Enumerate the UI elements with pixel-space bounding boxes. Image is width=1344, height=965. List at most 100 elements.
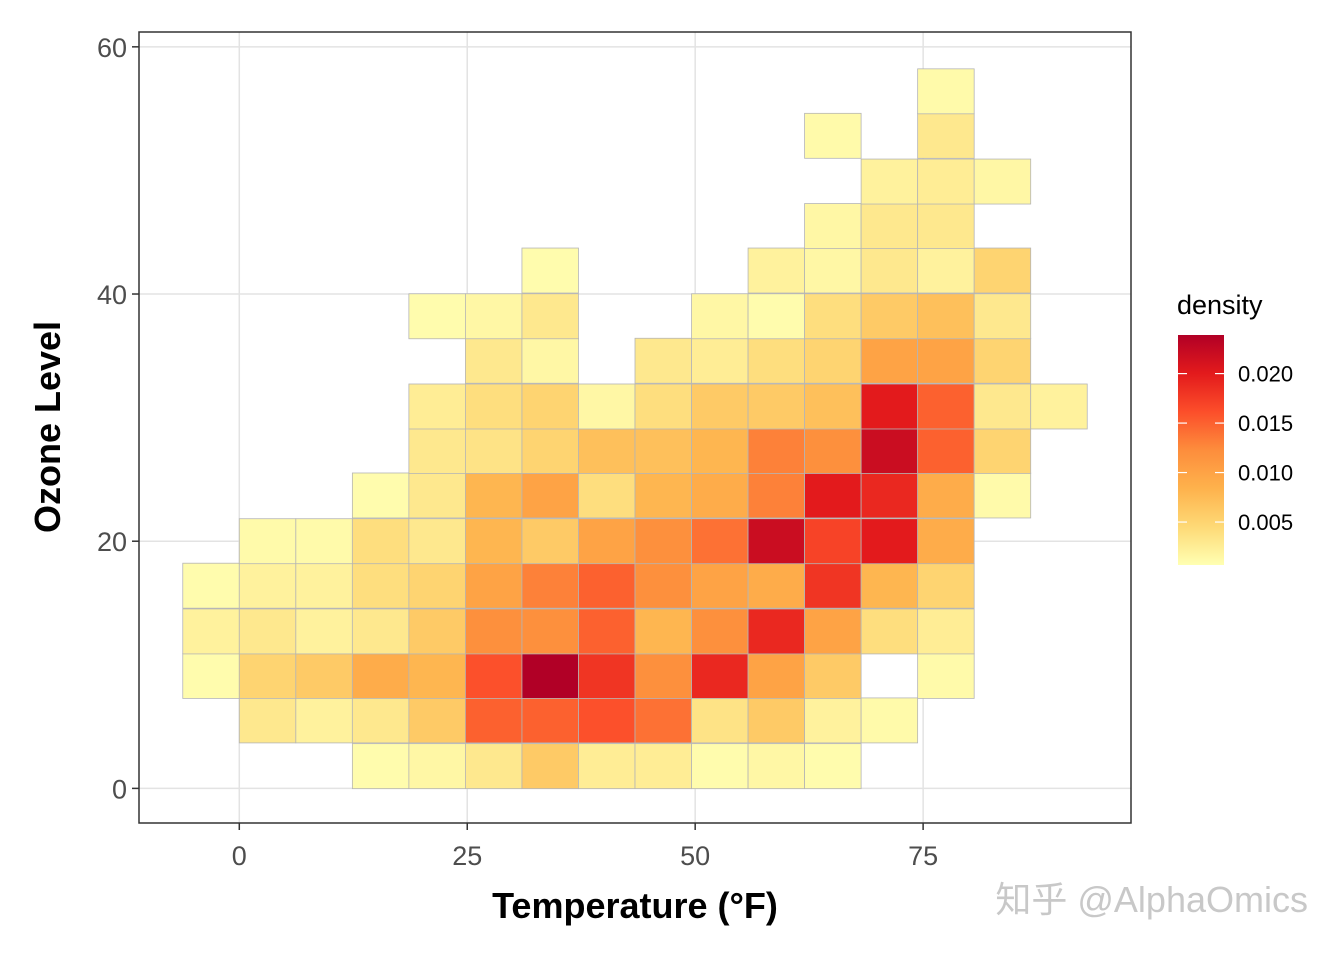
heatmap-cell (747, 697, 805, 744)
heatmap-cell (408, 562, 466, 609)
heatmap-cell (521, 562, 579, 609)
heatmap-cell (917, 203, 975, 249)
heatmap-cell (860, 383, 919, 430)
heatmap-cell (634, 697, 692, 744)
heatmap-cell (351, 562, 410, 609)
heatmap-cell (238, 697, 297, 744)
legend: density 0.005 0.010 0.015 0.020 (1177, 290, 1293, 565)
heatmap-cell (408, 653, 466, 699)
heatmap-cell (860, 293, 919, 340)
y-axis-title: Ozone Level (27, 321, 68, 533)
heatmap-cell (917, 383, 975, 430)
heatmap-cell (973, 293, 1032, 340)
legend-tick-label: 0.010 (1238, 461, 1293, 486)
y-tick-label: 0 (112, 774, 127, 804)
x-tick-label: 0 (232, 841, 247, 871)
heatmap-cell (408, 743, 466, 790)
heatmap-cell (634, 562, 692, 609)
heatmap-cell (634, 383, 692, 430)
heatmap-cell (578, 518, 636, 565)
heatmap-cell (182, 608, 240, 655)
heatmap-cell (747, 383, 805, 430)
heatmap-cell (804, 562, 862, 609)
heatmap-cell (804, 293, 862, 340)
heatmap-cell (295, 608, 353, 655)
heatmap-cell (1030, 383, 1088, 430)
heatmap-cell (973, 247, 1032, 294)
heatmap-cells (182, 68, 1088, 790)
heatmap-cell (521, 337, 579, 384)
heatmap-cell (238, 562, 297, 609)
heatmap-cell (804, 472, 862, 519)
heatmap-cell (917, 653, 975, 699)
heatmap-cell (182, 562, 240, 609)
heatmap-cell (691, 653, 749, 699)
legend-colorbar (1178, 335, 1224, 565)
heatmap-cell (973, 383, 1032, 430)
heatmap-cell (804, 697, 862, 744)
heatmap-cell (917, 337, 975, 384)
heatmap-cell (238, 608, 297, 655)
heatmap-cell (465, 697, 523, 744)
heatmap-cell (747, 518, 805, 565)
heatmap-cell (747, 428, 805, 474)
heatmap-cell (465, 293, 523, 340)
heatmap-cell (578, 428, 636, 474)
legend-tick-label: 0.015 (1238, 411, 1293, 436)
heatmap-cell (804, 428, 862, 474)
heatmap-cell (917, 112, 975, 159)
heatmap-cell (634, 743, 692, 790)
x-tick-label: 25 (452, 841, 482, 871)
heatmap-cell (465, 653, 523, 699)
heatmap-cell (408, 472, 466, 519)
heatmap-cell (578, 562, 636, 609)
heatmap-cell (860, 472, 919, 519)
heatmap-cell (747, 293, 805, 340)
x-axis-ticks: 0 25 50 75 (232, 823, 938, 871)
heatmap-cell (351, 518, 410, 565)
heatmap-cell (521, 428, 579, 474)
heatmap-cell (917, 247, 975, 294)
heatmap-cell (521, 293, 579, 340)
legend-title: density (1177, 290, 1263, 320)
heatmap-cell (351, 472, 410, 519)
heatmap-cell (634, 472, 692, 519)
heatmap-cell (747, 472, 805, 519)
heatmap-cell (578, 472, 636, 519)
heatmap-cell (578, 608, 636, 655)
heatmap-cell (521, 518, 579, 565)
heatmap-cell (465, 743, 523, 790)
heatmap-cell (917, 68, 975, 115)
heatmap-cell (408, 383, 466, 430)
heatmap-cell (182, 653, 240, 699)
y-axis-ticks: 0 20 40 60 (97, 33, 139, 804)
heatmap-cell (804, 608, 862, 655)
x-tick-label: 50 (680, 841, 710, 871)
heatmap-cell (521, 608, 579, 655)
heatmap-cell (238, 653, 297, 699)
heatmap-cell (691, 697, 749, 744)
heatmap-cell (465, 608, 523, 655)
heatmap-cell (691, 608, 749, 655)
heatmap-cell (747, 337, 805, 384)
heatmap-cell (295, 562, 353, 609)
heatmap-cell (917, 608, 975, 655)
legend-ticks: 0.005 0.010 0.015 0.020 (1178, 362, 1293, 535)
heatmap-cell (860, 203, 919, 249)
x-tick-label: 75 (908, 841, 938, 871)
heatmap-cell (917, 518, 975, 565)
heatmap-cell (917, 428, 975, 474)
heatmap-cell (351, 653, 410, 699)
heatmap-cell (408, 293, 466, 340)
x-axis-title: Temperature (°F) (492, 885, 778, 926)
heatmap-cell (917, 158, 975, 205)
watermark: 知乎 @AlphaOmics (995, 879, 1308, 920)
heatmap-cell (521, 743, 579, 790)
heatmap-cell (465, 472, 523, 519)
heatmap-cell (747, 562, 805, 609)
heatmap-cell (860, 337, 919, 384)
heatmap-cell (634, 337, 692, 384)
heatmap-cell (634, 428, 692, 474)
heatmap-cell (465, 383, 523, 430)
